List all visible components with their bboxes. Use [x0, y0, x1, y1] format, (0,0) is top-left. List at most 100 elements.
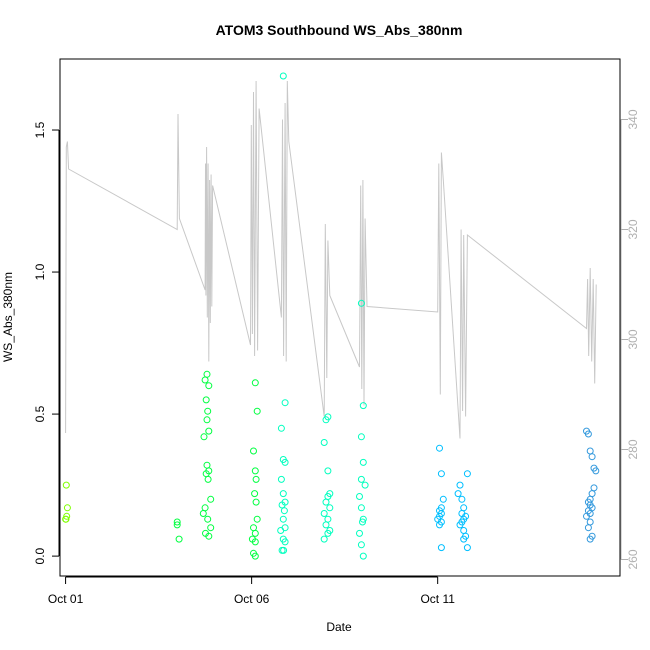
data-point [586, 535, 594, 543]
data-point [252, 475, 260, 483]
data-point [583, 512, 590, 520]
y-axis-label: WS_Abs_380nm [1, 272, 15, 362]
data-point [357, 433, 365, 441]
data-point [207, 524, 215, 532]
data-point [204, 515, 212, 523]
data-point [280, 546, 288, 554]
plot-frame [59, 58, 621, 577]
data-point [320, 535, 328, 543]
data-point [320, 510, 328, 517]
data-point [588, 490, 596, 498]
data-point [359, 552, 367, 560]
data-point [460, 527, 468, 534]
data-point [359, 402, 367, 410]
data-point [63, 512, 71, 520]
data-point [326, 504, 334, 512]
data-point [250, 447, 257, 455]
data-point [324, 529, 332, 537]
data-point [251, 467, 259, 475]
data-point [590, 484, 598, 492]
data-point [201, 376, 209, 384]
data-point [456, 481, 464, 489]
data-point [279, 72, 287, 80]
data-point [204, 475, 212, 483]
chart-title: ATOM3 Southbound WS_Abs_380nm [216, 22, 463, 38]
data-point [324, 515, 332, 523]
data-point [439, 495, 447, 503]
data-point [279, 515, 287, 523]
data-point [63, 504, 71, 512]
data-point [200, 433, 208, 441]
data-point [281, 458, 289, 466]
data-point [204, 407, 212, 415]
data-point [357, 504, 365, 512]
data-point [359, 458, 367, 466]
data-point [359, 518, 366, 526]
y2-tick-label: 300 [626, 329, 640, 349]
data-point [324, 467, 332, 475]
data-point [62, 481, 70, 489]
data-point [202, 396, 210, 404]
data-point [277, 424, 285, 432]
data-point [253, 515, 261, 523]
data-point [278, 501, 286, 509]
y-tick-label: 0.0 [33, 547, 47, 564]
data-point [437, 544, 445, 552]
data-point [322, 498, 330, 506]
data-point [251, 379, 259, 387]
data-point [205, 382, 213, 390]
data-point [463, 544, 471, 552]
data-point [277, 475, 285, 483]
points-layer [62, 72, 600, 560]
data-point [437, 470, 445, 478]
data-point [454, 490, 462, 498]
y2-tick-label: 340 [626, 109, 640, 129]
data-point [202, 529, 209, 537]
data-point [201, 504, 209, 512]
y-tick-label: 1.0 [33, 263, 47, 280]
data-point [250, 524, 257, 532]
x-axis-label: Date [326, 620, 352, 634]
data-point [253, 407, 261, 415]
data-point [586, 447, 594, 455]
data-point [281, 538, 289, 546]
data-point [279, 490, 287, 498]
x-tick-label: Oct 06 [234, 592, 270, 606]
data-point [203, 416, 211, 424]
data-point [356, 493, 363, 500]
data-point [357, 541, 365, 549]
data-point [584, 524, 592, 532]
data-point [460, 504, 468, 512]
data-point [361, 481, 369, 489]
data-point [322, 416, 330, 424]
data-point [251, 538, 259, 546]
y2-tick-label: 260 [626, 549, 640, 569]
y2-tick-label: 320 [626, 219, 640, 239]
x-tick-label: Oct 01 [48, 592, 84, 606]
data-point [586, 518, 594, 526]
axes-layer: Oct 01 Oct 06 Oct 11 0.0 0.5 1.0 1.5 260 280 300 3… [33, 109, 640, 606]
data-point [251, 490, 259, 498]
data-point [357, 299, 365, 307]
data-point [62, 515, 70, 523]
y-tick-label: 0.5 [33, 405, 47, 422]
x-tick-label: Oct 11 [420, 592, 455, 606]
data-point [320, 439, 328, 446]
data-point [460, 535, 468, 543]
y2-tick-label: 280 [626, 439, 640, 459]
data-point [584, 430, 592, 438]
data-point [463, 470, 471, 478]
secondary-series-line [65, 80, 597, 439]
data-point [357, 475, 365, 483]
data-point [592, 467, 600, 475]
data-point [436, 444, 443, 452]
data-point [588, 453, 596, 461]
data-point [281, 524, 289, 532]
data-point [203, 461, 211, 469]
data-point [203, 370, 211, 378]
data-point [277, 527, 285, 534]
data-point [252, 498, 260, 506]
data-point [173, 518, 181, 526]
data-point [356, 529, 363, 537]
